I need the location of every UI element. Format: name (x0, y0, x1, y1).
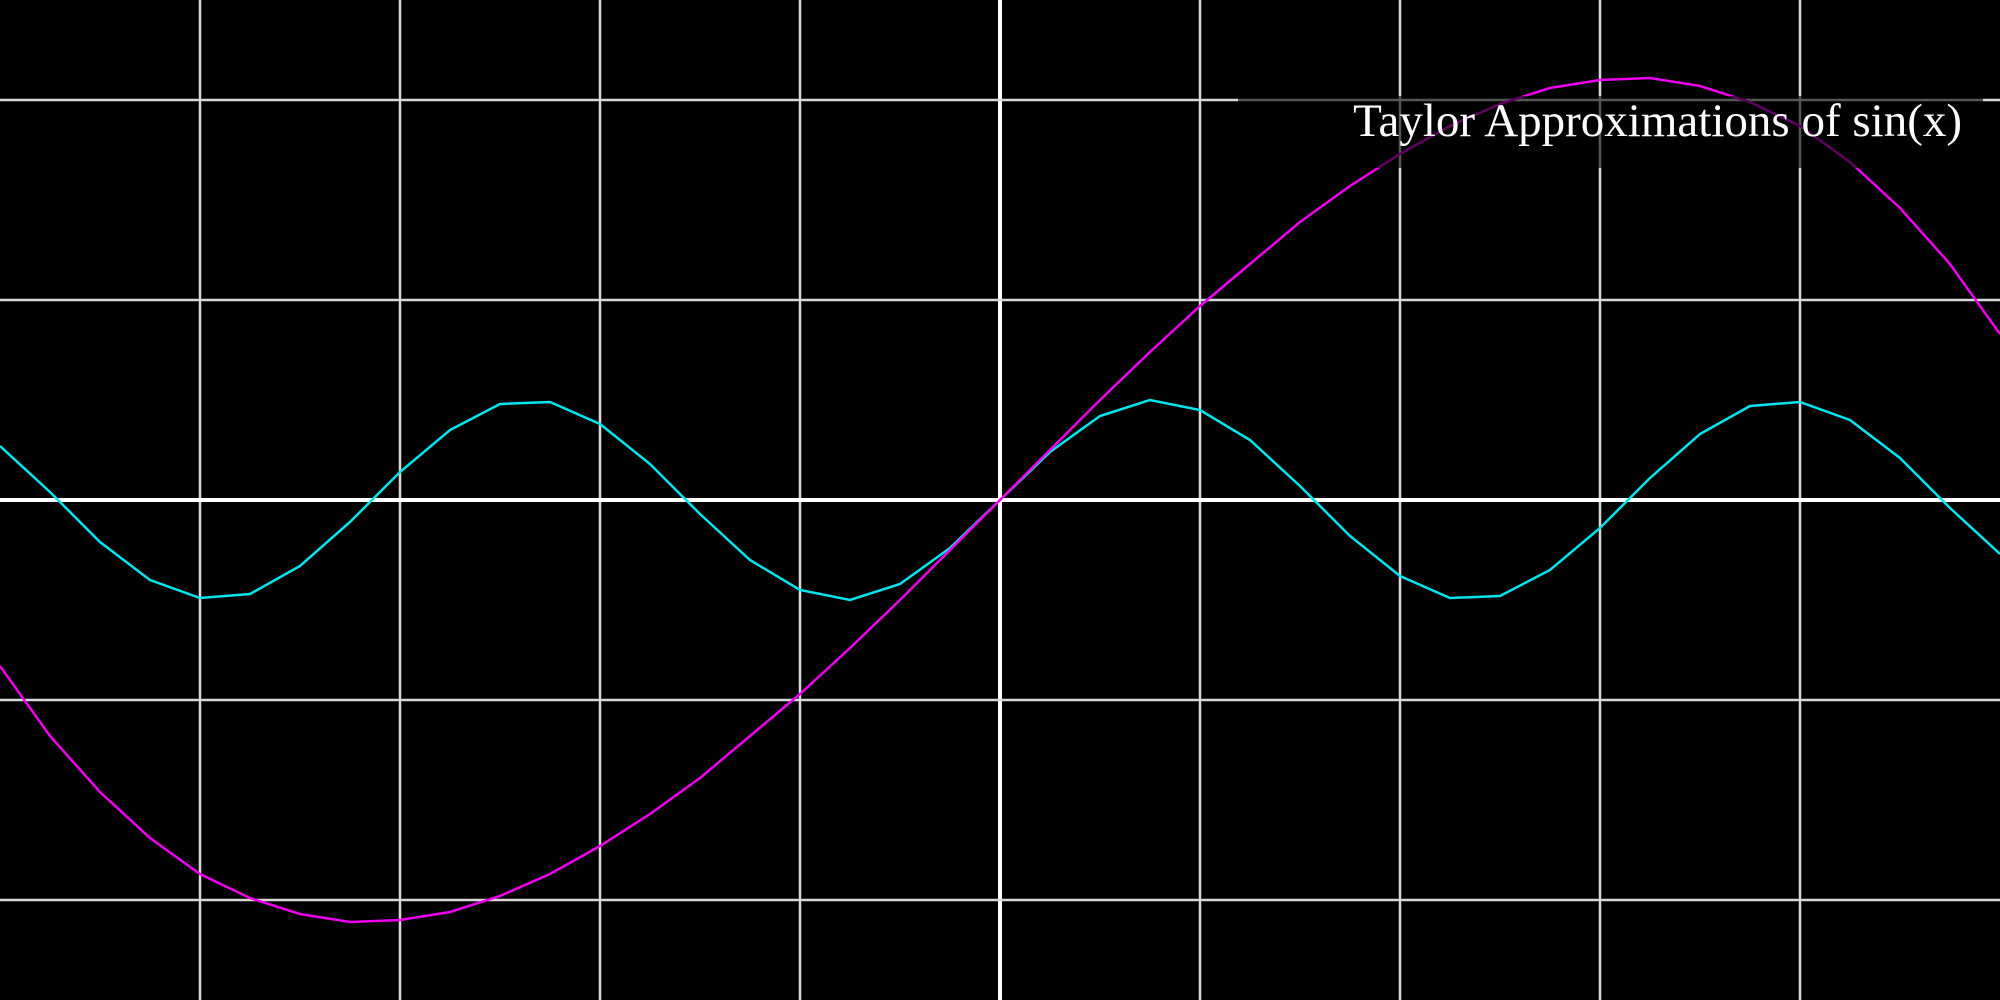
series-line (0, 76, 2000, 924)
title-background (1238, 96, 1983, 168)
chart-title: Taylor Approximations of sin(x) (1353, 95, 1962, 147)
